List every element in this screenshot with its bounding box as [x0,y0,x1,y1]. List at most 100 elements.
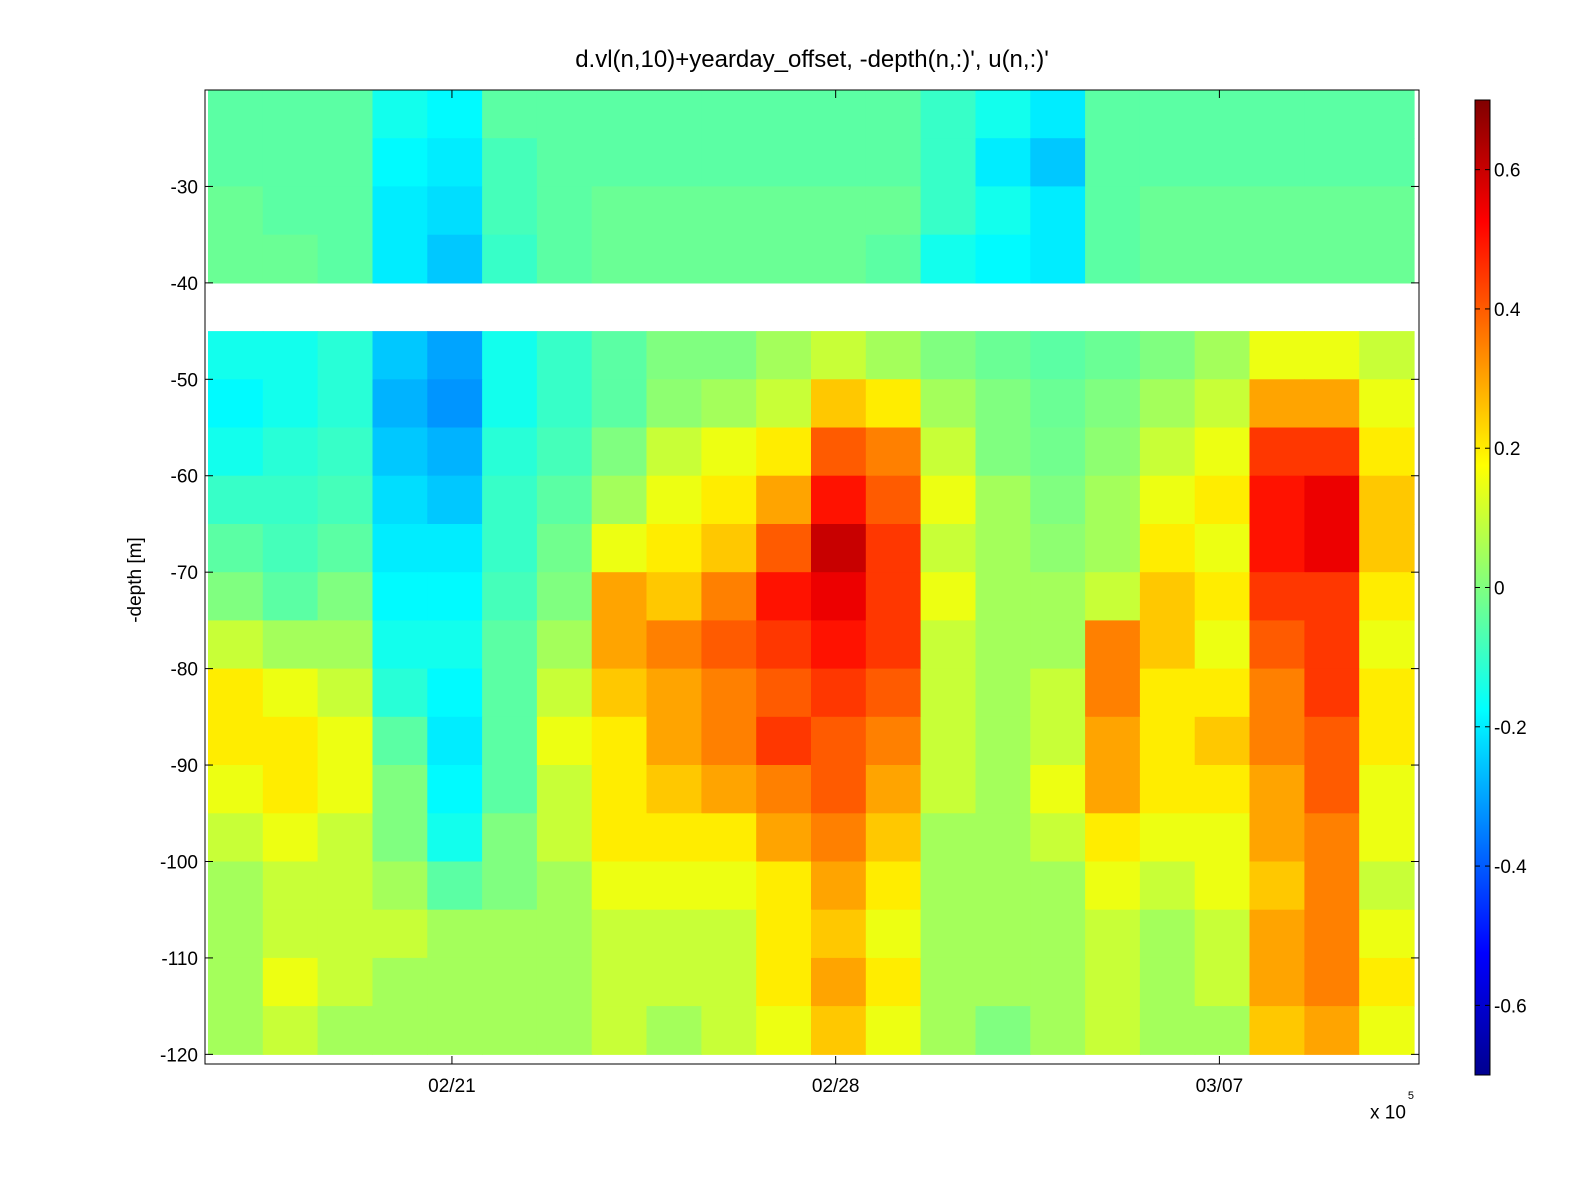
heatmap-cell [1359,427,1415,477]
heatmap-cell [1139,427,1196,477]
heatmap-cell [427,813,483,863]
heatmap-cells [208,90,1415,1055]
heatmap-cell [920,234,976,284]
heatmap-cell [1194,379,1251,429]
heatmap-cell [920,138,976,187]
heatmap-cell [591,234,648,284]
heatmap-cell [1085,957,1141,1007]
heatmap-cell [317,524,373,573]
heatmap-cell [975,957,1031,1007]
heatmap-cell [1359,331,1415,380]
heatmap-cell [1194,861,1251,911]
y-tick-label: -30 [171,177,198,198]
heatmap-cell [536,861,593,911]
heatmap-cell [646,957,702,1007]
heatmap-cell [372,234,428,284]
heatmap-cell [646,668,702,718]
heatmap-cell [1030,716,1086,766]
heatmap-cell [646,331,702,380]
heatmap-cell [865,957,922,1007]
heatmap-cell [701,620,757,670]
heatmap-cell [701,909,757,959]
x-tick-label: 03/07 [1196,1076,1244,1097]
y-tick-label: -70 [171,563,198,584]
heatmap-cell [1359,1006,1415,1055]
heatmap-cell [1194,957,1251,1007]
heatmap-cell [920,186,976,236]
heatmap-cell [262,861,319,911]
heatmap-cell [1085,909,1141,959]
heatmap-cell [1085,861,1141,911]
heatmap-cell [1194,186,1251,236]
heatmap-cell [865,620,922,670]
heatmap-cell [1085,379,1141,429]
heatmap-cell [865,765,922,814]
heatmap-cell [208,1006,264,1055]
x-axis-multiplier-exponent: 5 [1407,1090,1415,1102]
heatmap-cell [811,861,867,911]
heatmap-cell [1304,716,1360,766]
heatmap-cell [920,813,976,863]
heatmap-cell [262,813,319,863]
colorbar-tick-label: 0.4 [1494,300,1521,321]
heatmap-cell [591,716,648,766]
heatmap-cell [536,716,593,766]
heatmap-cell [1304,379,1360,429]
colorbar-tick-label: 0 [1494,579,1505,600]
heatmap-cell [811,90,867,139]
heatmap-cell [646,524,702,573]
heatmap-cell [975,620,1031,670]
heatmap-cell [811,957,867,1007]
heatmap-cell [372,957,428,1007]
heatmap-cell [208,716,264,766]
heatmap-cell [646,186,702,236]
heatmap-cell [975,138,1031,187]
heatmap-cell [701,716,757,766]
heatmap-cell [262,186,319,236]
heatmap-cell [317,234,373,284]
heatmap-cell [1139,1006,1196,1055]
heatmap-cell [865,524,922,573]
heatmap-cell [262,379,319,429]
heatmap-cell [1359,524,1415,573]
heatmap-cell [1304,475,1360,525]
heatmap-cell [1249,90,1305,139]
heatmap-cell [536,186,593,236]
heatmap-cell [646,765,702,814]
heatmap-cell [482,813,538,863]
heatmap-cell [536,957,593,1007]
heatmap-cell [756,1006,812,1055]
heatmap-cell [975,90,1031,139]
heatmap-cell [1249,427,1305,477]
colorbar-tick-label: 0.6 [1494,161,1520,182]
heatmap-cell [591,186,648,236]
heatmap-cell [1030,90,1086,139]
heatmap-cell [1139,716,1196,766]
heatmap-cell [317,620,373,670]
heatmap-cell [975,668,1031,718]
heatmap-cell [591,765,648,814]
heatmap-cell [1139,572,1196,621]
heatmap-cell [372,572,428,621]
heatmap-cell [920,861,976,911]
heatmap-cell [756,716,812,766]
heatmap-cell [317,427,373,477]
heatmap-cell [920,716,976,766]
heatmap-cell [920,765,976,814]
heatmap-cell [646,1006,702,1055]
heatmap-cell [975,427,1031,477]
heatmap-cell [317,90,373,139]
heatmap-cell [317,716,373,766]
heatmap-cell [262,90,319,139]
heatmap-cell [1139,620,1196,670]
heatmap-cell [1085,620,1141,670]
heatmap-cell [262,957,319,1007]
heatmap-cell [1304,1006,1360,1055]
heatmap-cell [591,1006,648,1055]
heatmap-cell [1139,524,1196,573]
heatmap-cell [1359,379,1415,429]
heatmap-cell [701,861,757,911]
heatmap-cell [372,861,428,911]
heatmap-cell [865,427,922,477]
